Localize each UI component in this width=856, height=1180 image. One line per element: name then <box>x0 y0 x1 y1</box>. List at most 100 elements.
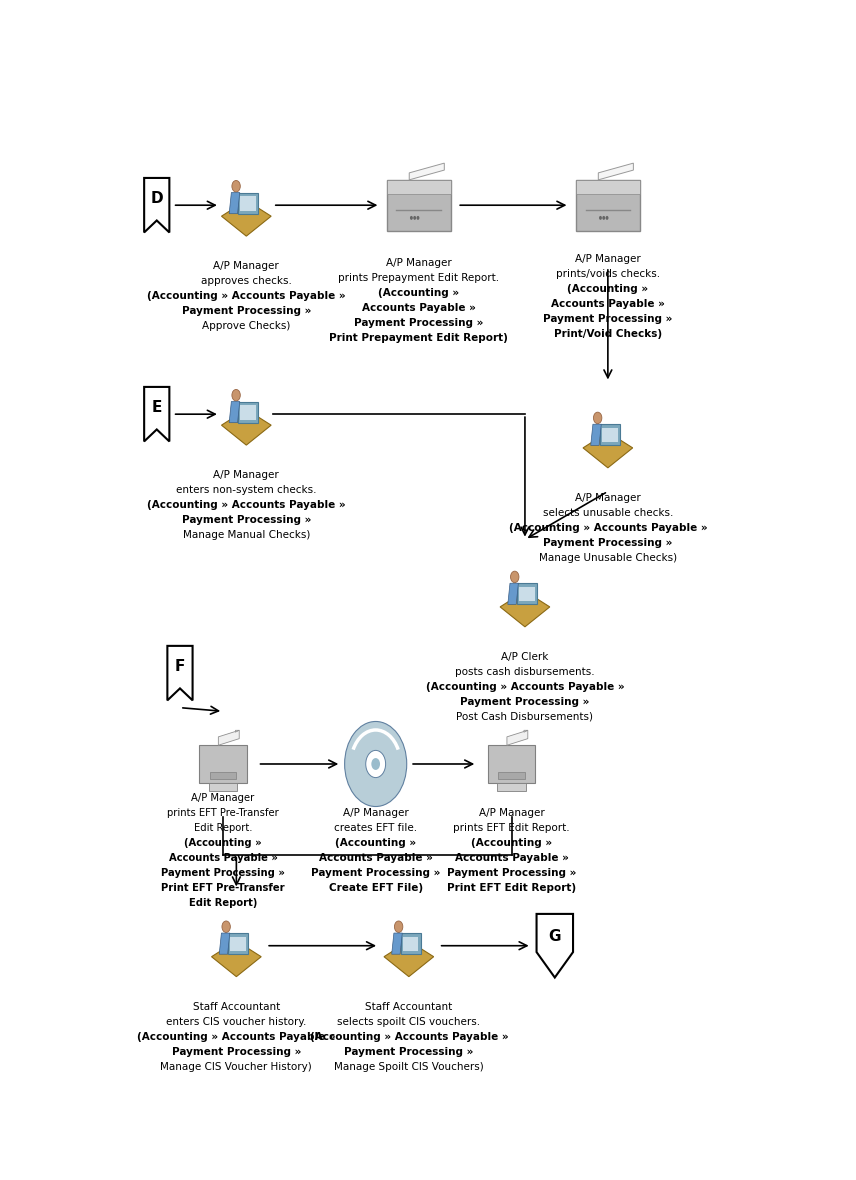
Text: A/P Manager: A/P Manager <box>479 808 544 818</box>
Text: Print EFT Pre-Transfer: Print EFT Pre-Transfer <box>161 883 285 893</box>
Circle shape <box>395 920 403 932</box>
Text: selects spoilt CIS vouchers.: selects spoilt CIS vouchers. <box>337 1017 480 1027</box>
Text: A/P Manager: A/P Manager <box>575 254 641 263</box>
Text: A/P Manager: A/P Manager <box>192 793 255 802</box>
FancyBboxPatch shape <box>238 401 259 422</box>
Polygon shape <box>409 163 444 179</box>
Text: Edit Report): Edit Report) <box>189 898 258 907</box>
Circle shape <box>599 216 602 219</box>
Polygon shape <box>219 933 229 955</box>
Text: Payment Processing »: Payment Processing » <box>172 1047 301 1056</box>
Text: A/P Clerk: A/P Clerk <box>502 651 549 662</box>
Text: Accounts Payable »: Accounts Payable » <box>362 303 476 313</box>
Polygon shape <box>591 425 601 445</box>
FancyBboxPatch shape <box>229 933 248 955</box>
Text: Payment Processing »: Payment Processing » <box>181 514 311 525</box>
FancyBboxPatch shape <box>517 583 537 604</box>
Text: (Accounting »: (Accounting » <box>335 838 416 847</box>
Text: (Accounting » Accounts Payable »: (Accounting » Accounts Payable » <box>137 1031 336 1042</box>
Text: Payment Processing »: Payment Processing » <box>544 538 673 548</box>
FancyBboxPatch shape <box>600 425 620 445</box>
FancyBboxPatch shape <box>519 588 535 602</box>
Polygon shape <box>500 591 550 627</box>
Polygon shape <box>384 940 434 977</box>
Text: Staff Accountant: Staff Accountant <box>193 1002 280 1011</box>
Text: Manage Unusable Checks): Manage Unusable Checks) <box>538 552 677 563</box>
Text: Payment Processing »: Payment Processing » <box>461 696 590 707</box>
Text: A/P Manager: A/P Manager <box>213 261 279 271</box>
Text: Edit Report.: Edit Report. <box>193 822 253 833</box>
FancyBboxPatch shape <box>497 782 526 791</box>
Text: (Accounting »: (Accounting » <box>471 838 552 847</box>
Text: posts cash disbursements.: posts cash disbursements. <box>455 667 595 677</box>
Text: Print EFT Edit Report): Print EFT Edit Report) <box>447 883 576 893</box>
Text: prints Prepayment Edit Report.: prints Prepayment Edit Report. <box>338 273 499 283</box>
Text: Print/Void Checks): Print/Void Checks) <box>554 328 662 339</box>
Text: Manage Spoilt CIS Vouchers): Manage Spoilt CIS Vouchers) <box>334 1062 484 1071</box>
Polygon shape <box>598 163 633 179</box>
Circle shape <box>410 216 413 219</box>
Polygon shape <box>211 940 261 977</box>
Circle shape <box>593 412 602 424</box>
Polygon shape <box>537 913 573 977</box>
Polygon shape <box>229 401 240 422</box>
Circle shape <box>417 216 419 219</box>
Circle shape <box>510 571 519 583</box>
Text: prints EFT Edit Report.: prints EFT Edit Report. <box>454 822 570 833</box>
FancyBboxPatch shape <box>488 746 535 782</box>
FancyBboxPatch shape <box>387 179 450 194</box>
Polygon shape <box>144 178 169 232</box>
Circle shape <box>372 758 380 769</box>
Polygon shape <box>583 432 633 467</box>
Text: Payment Processing »: Payment Processing » <box>311 867 440 878</box>
FancyBboxPatch shape <box>241 197 256 211</box>
FancyBboxPatch shape <box>498 772 525 779</box>
Polygon shape <box>144 387 169 441</box>
Polygon shape <box>222 409 271 445</box>
Text: A/P Manager: A/P Manager <box>575 493 641 503</box>
Text: (Accounting » Accounts Payable »: (Accounting » Accounts Payable » <box>147 500 346 510</box>
Text: (Accounting » Accounts Payable »: (Accounting » Accounts Payable » <box>147 291 346 301</box>
Text: enters CIS voucher history.: enters CIS voucher history. <box>166 1017 306 1027</box>
Text: Post Cash Disbursements): Post Cash Disbursements) <box>456 712 593 722</box>
Text: Payment Processing »: Payment Processing » <box>181 306 311 316</box>
Circle shape <box>603 216 605 219</box>
FancyBboxPatch shape <box>209 782 237 791</box>
Text: prints EFT Pre-Transfer: prints EFT Pre-Transfer <box>167 808 279 818</box>
Text: A/P Manager: A/P Manager <box>213 470 279 480</box>
Circle shape <box>232 389 241 401</box>
FancyBboxPatch shape <box>238 192 259 214</box>
Polygon shape <box>218 730 239 746</box>
Text: Payment Processing »: Payment Processing » <box>447 867 576 878</box>
Circle shape <box>605 216 609 219</box>
Text: approves checks.: approves checks. <box>201 276 292 286</box>
Text: Payment Processing »: Payment Processing » <box>544 314 673 323</box>
Text: (Accounting »: (Accounting » <box>568 283 649 294</box>
FancyBboxPatch shape <box>403 937 419 951</box>
Text: Staff Accountant: Staff Accountant <box>366 1002 453 1011</box>
Text: D: D <box>151 191 163 206</box>
Polygon shape <box>508 583 519 604</box>
Text: selects unusable checks.: selects unusable checks. <box>543 507 673 518</box>
Circle shape <box>232 181 241 192</box>
Text: (Accounting »: (Accounting » <box>184 838 262 847</box>
FancyBboxPatch shape <box>241 406 256 420</box>
Polygon shape <box>524 730 528 733</box>
FancyBboxPatch shape <box>210 772 236 779</box>
Text: Accounts Payable »: Accounts Payable » <box>551 299 665 308</box>
FancyBboxPatch shape <box>576 179 639 230</box>
Text: prints/voids checks.: prints/voids checks. <box>556 269 660 278</box>
FancyBboxPatch shape <box>387 179 450 230</box>
Text: creates EFT file.: creates EFT file. <box>334 822 417 833</box>
Text: Print Prepayment Edit Report): Print Prepayment Edit Report) <box>330 333 508 343</box>
FancyBboxPatch shape <box>576 179 639 194</box>
Circle shape <box>345 721 407 806</box>
Polygon shape <box>168 645 193 701</box>
Text: (Accounting » Accounts Payable »: (Accounting » Accounts Payable » <box>425 682 624 691</box>
Text: Manage Manual Checks): Manage Manual Checks) <box>182 530 310 540</box>
Text: Accounts Payable »: Accounts Payable » <box>455 853 568 863</box>
Polygon shape <box>392 933 402 955</box>
Text: (Accounting » Accounts Payable »: (Accounting » Accounts Payable » <box>310 1031 508 1042</box>
Text: Approve Checks): Approve Checks) <box>202 321 290 332</box>
Text: A/P Manager: A/P Manager <box>342 808 408 818</box>
